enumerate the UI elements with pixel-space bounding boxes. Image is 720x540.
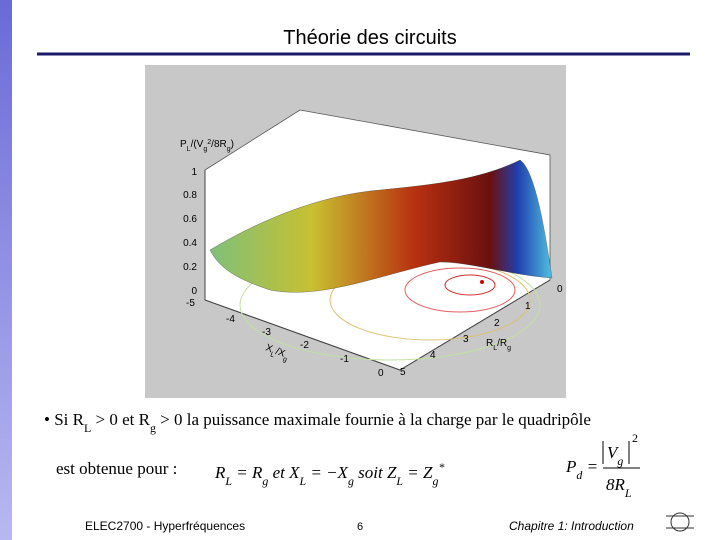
text-part: g <box>507 345 511 352</box>
footer-page: 6 <box>357 521 363 533</box>
y-tick: 4 <box>430 350 436 361</box>
text-part: > 0 et R <box>91 410 150 429</box>
x-axis-label: XL/Xg <box>263 342 290 363</box>
text-part: L <box>395 474 403 488</box>
z-tick: 0.4 <box>183 238 197 249</box>
bullet-text: • Si RL > 0 et Rg > 0 la puissance maxim… <box>44 410 591 435</box>
text-part: = R <box>232 463 263 482</box>
text-part: = −X <box>306 463 348 482</box>
x-tick: -5 <box>186 298 195 309</box>
text-part: ) <box>231 139 234 150</box>
y-axis-label: RL/Rg <box>486 338 511 352</box>
text-part: soit Z <box>354 463 397 482</box>
z-tick: 0.6 <box>183 214 197 225</box>
text-part: 2 <box>632 431 638 445</box>
text-part: /8R <box>211 139 227 150</box>
text-part: • <box>44 410 50 429</box>
power-formula: Pd = Vg 2 8RL <box>565 431 640 500</box>
z-tick: 0.2 <box>183 262 197 273</box>
text-part: /X <box>274 346 287 360</box>
text-part: V <box>607 443 620 462</box>
y-tick: 3 <box>463 334 469 345</box>
side-bar <box>0 0 12 540</box>
z-tick: 0.8 <box>183 190 197 201</box>
text-part: g <box>262 474 268 488</box>
text-part: P <box>180 139 187 150</box>
x-tick: -3 <box>262 327 271 338</box>
footer-course: ELEC2700 - Hyperfréquences <box>85 519 245 533</box>
svg-text:Vg: Vg <box>607 443 623 468</box>
text-part: /(V <box>191 139 204 150</box>
text-part: et X <box>268 463 300 482</box>
svg-text:8RL: 8RL <box>606 475 632 500</box>
logo <box>666 512 694 532</box>
text-part: = <box>582 457 598 476</box>
formula: RL = Rg et XL = −Xg soit ZL = Zg* <box>214 460 444 488</box>
x-tick: -1 <box>340 354 349 365</box>
text-part: L <box>493 345 497 352</box>
text-part: L <box>84 421 91 435</box>
text-part: 8R <box>606 475 626 494</box>
text-part: g <box>348 474 354 488</box>
text-part: R <box>214 463 226 482</box>
figure: PL/(Vg2/8Rg) 0 0.2 0.4 0.6 0.8 1 -5 -4 -… <box>145 65 566 398</box>
y-tick: 1 <box>525 301 531 312</box>
text-part: R <box>486 338 493 349</box>
text-part: L <box>224 474 232 488</box>
y-tick: 0 <box>557 284 563 295</box>
text-part: * <box>438 460 444 474</box>
x-tick: -2 <box>300 340 309 351</box>
text-part: Si R <box>54 410 84 429</box>
y-ticks: 0 1 2 3 4 5 <box>400 284 563 378</box>
text-part: /R <box>497 338 507 349</box>
text-part: X <box>264 342 274 355</box>
footer-chapter: Chapitre 1: Introduction <box>509 519 634 533</box>
text-part: = Z <box>403 463 433 482</box>
svg-text:Pd =: Pd = <box>565 457 598 482</box>
bullet-text-2: est obtenue pour : <box>56 459 177 478</box>
z-tick: 0 <box>191 286 197 297</box>
text-part: L <box>298 474 306 488</box>
z-tick: 1 <box>191 167 197 178</box>
text-part: g <box>227 146 231 153</box>
text-part: 2 <box>207 139 211 146</box>
slide-title: Théorie des circuits <box>283 27 456 49</box>
text-part: > 0 la puissance maximale fournie à la c… <box>156 410 591 429</box>
text-part: g <box>150 421 156 435</box>
text-part: L <box>269 351 275 359</box>
z-axis-label: PL/(Vg2/8Rg) <box>180 139 234 153</box>
text-part: P <box>565 457 576 476</box>
text-part: L <box>624 486 632 500</box>
z-ticks: 0 0.2 0.4 0.6 0.8 1 <box>183 167 197 297</box>
text-part: g <box>432 474 438 488</box>
x-tick: 0 <box>378 368 384 379</box>
text-part: L <box>187 146 191 153</box>
x-tick: -4 <box>226 314 235 325</box>
y-tick: 5 <box>400 367 406 378</box>
text-part: d <box>576 468 582 482</box>
text-part: g <box>617 454 623 468</box>
text-part: g <box>282 355 288 363</box>
y-tick: 2 <box>494 318 500 329</box>
text-part: g <box>203 146 207 153</box>
x-ticks: -5 -4 -3 -2 -1 0 <box>186 298 384 379</box>
